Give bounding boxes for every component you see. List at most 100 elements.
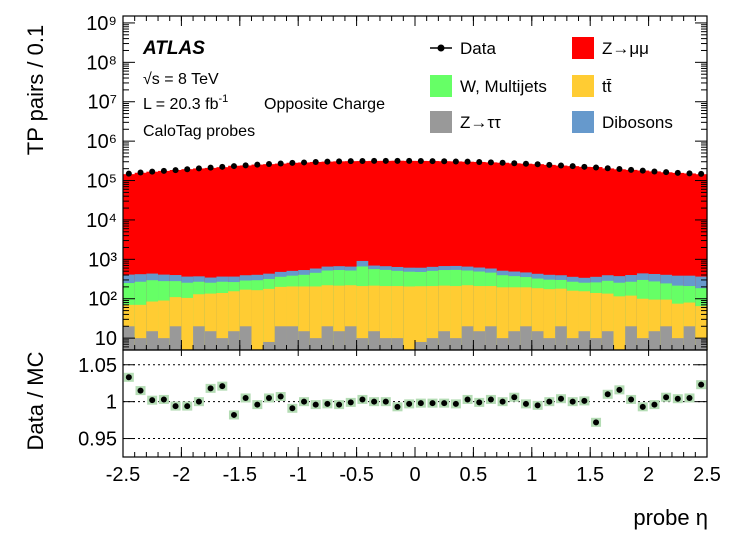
legend-swatch-1 (572, 37, 594, 59)
top-ytick-label-7: 10⁸ (86, 52, 117, 74)
bin-z-16 (309, 338, 323, 350)
data-point-42 (616, 166, 623, 173)
axis-ticks: 1010²10³10⁴10⁵10⁶10⁷10⁸10⁹0.9511.05-2.5-… (78, 13, 721, 486)
bin-z-25 (415, 341, 428, 350)
bin-z-2 (146, 331, 159, 350)
bin-z-12 (263, 341, 276, 350)
xtick-label-6: 0.5 (459, 464, 487, 486)
data-point-21 (371, 157, 378, 164)
legend-data-marker (437, 44, 445, 52)
ratio-point-41 (604, 391, 611, 398)
bin-z-38 (566, 338, 580, 350)
data-point-47 (674, 169, 681, 176)
ratio-point-43 (628, 396, 635, 403)
bin-z-14 (286, 326, 299, 350)
bin-tt-24 (403, 286, 416, 350)
legend-label-4: Z→ττ (460, 113, 501, 132)
bin-z-21 (368, 331, 381, 350)
ratio-point-46 (663, 394, 670, 401)
bin-tt-28 (450, 286, 463, 350)
ratio-point-38 (569, 398, 576, 405)
bin-z-43 (625, 326, 638, 350)
ratio-point-10 (242, 394, 249, 401)
lumi-sup: -1 (218, 93, 228, 105)
data-point-14 (289, 159, 296, 166)
selection-label: Opposite Charge (264, 96, 385, 113)
data-point-1 (137, 169, 144, 176)
top-panel-data-points (125, 157, 705, 177)
lumi-label: L = 20.3 fb-1 (143, 93, 228, 113)
legend-label-2: W, Multijets (460, 77, 547, 96)
data-point-29 (464, 158, 471, 165)
data-point-22 (382, 157, 389, 164)
data-point-17 (324, 158, 331, 165)
top-ytick-label-1: 10² (88, 289, 117, 311)
bin-tt-44 (636, 298, 650, 350)
top-ytick-label-3: 10⁴ (86, 210, 117, 232)
top-ytick-label-4: 10⁵ (86, 171, 117, 193)
ratio-point-4 (172, 403, 179, 410)
bin-tt-8 (216, 292, 229, 350)
bin-tt-11 (251, 290, 264, 350)
data-point-45 (651, 168, 658, 175)
energy-label: √s = 8 TeV (143, 71, 219, 88)
bin-z-33 (508, 331, 521, 350)
data-point-33 (511, 160, 518, 167)
data-point-15 (301, 159, 308, 166)
xlabel: probe η (633, 505, 708, 530)
top-ytick-label-0: 10 (95, 328, 117, 350)
data-point-16 (312, 159, 319, 166)
ratio-ylabel: Data / MC (23, 351, 48, 450)
xtick-label-0: -2.5 (106, 464, 140, 486)
legend-label-0: Data (460, 39, 496, 58)
ratio-point-20 (359, 396, 366, 403)
ratio-point-27 (441, 400, 448, 407)
bin-z-23 (391, 338, 404, 350)
bin-z-47 (671, 338, 685, 350)
data-point-27 (441, 158, 448, 165)
bin-z-9 (228, 331, 241, 350)
bin-z-27 (438, 331, 451, 350)
bin-z-19 (344, 326, 358, 350)
bin-z-20 (356, 338, 369, 350)
data-point-44 (639, 167, 646, 174)
ratio-point-6 (195, 398, 202, 405)
top-ytick-label-8: 10⁹ (86, 13, 117, 35)
ratio-point-23 (394, 403, 401, 410)
legend-swatch-2 (430, 75, 452, 97)
bin-z-48 (683, 326, 696, 350)
data-point-0 (125, 170, 132, 177)
ratio-point-16 (312, 401, 319, 408)
top-ytick-label-5: 10⁶ (87, 131, 117, 153)
atlas-label: ATLAS (142, 38, 205, 59)
ratio-reference-lines (123, 364, 707, 440)
data-point-12 (266, 161, 272, 168)
ratio-frame (122, 349, 708, 458)
bin-z-26 (426, 338, 439, 350)
bin-z-4 (169, 326, 182, 350)
bin-z-30 (473, 331, 486, 350)
data-point-39 (581, 163, 588, 170)
xtick-label-8: 1.5 (576, 464, 604, 486)
bin-tt-26 (426, 286, 439, 350)
ratio-point-42 (616, 386, 623, 393)
ratio-point-9 (230, 411, 237, 418)
bin-z-8 (216, 338, 229, 350)
data-point-36 (546, 161, 553, 168)
bin-z-36 (543, 338, 556, 350)
bin-tt-22 (379, 286, 393, 350)
ratio-point-36 (546, 398, 553, 405)
bin-z-44 (636, 338, 650, 350)
legend-label-5: Dibosons (602, 113, 673, 132)
xtick-label-3: -1 (289, 464, 307, 486)
bin-z-45 (648, 331, 661, 350)
lumi-text: L = 20.3 fb (143, 96, 219, 113)
bin-z-46 (660, 326, 673, 350)
bin-z-22 (379, 338, 393, 350)
data-point-49 (698, 170, 705, 177)
ratio-point-14 (289, 405, 296, 412)
bin-z-40 (590, 338, 603, 350)
bin-z-10 (239, 326, 253, 350)
ratio-point-0 (125, 374, 132, 381)
data-point-32 (499, 159, 506, 166)
